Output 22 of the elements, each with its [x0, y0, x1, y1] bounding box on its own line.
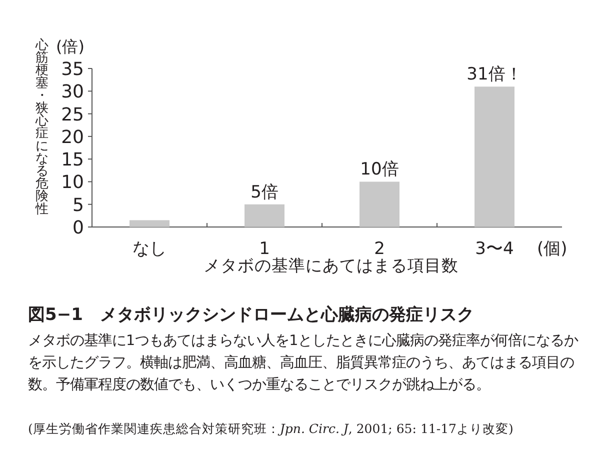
- ytick: 25: [61, 104, 84, 126]
- value-label: 10倍: [360, 160, 399, 180]
- ytick: 10: [61, 172, 84, 194]
- xtick: 1: [259, 239, 270, 259]
- ytick: 35: [61, 59, 84, 80]
- xlabel: メタボの基準にあてはまる項目数: [204, 256, 458, 275]
- ytick: 30: [61, 82, 84, 103]
- text: 図5−1 メタボリックシンドロームと心臓病の発症リスク: [28, 304, 474, 326]
- ylabel: 心筋梗塞・狭心症になる危険性: [36, 38, 48, 217]
- text: (厚生労働省作業関連疾患総合対策研究班：Jpn. Circ. J, 2001; 65: 11-17より改変): [28, 421, 514, 438]
- value-label: 5倍: [250, 182, 278, 202]
- annotation: (倍): [56, 37, 84, 56]
- ytick: 0: [72, 218, 84, 238]
- ytick: 5: [72, 194, 84, 216]
- text: メタボの基準に1つもあてはまらない人を1としたときに心臓病の発症率が何倍になるかを示したグラフ。横軸は肥満、高血糖、高血圧、脂質異常症のうち、あてはまる項目の数。予備軍程度の数値でも、いくつか重なることでリスクが跳ね上がる。: [28, 332, 580, 395]
- ytick: 15: [61, 150, 84, 171]
- ytick: 20: [61, 126, 84, 148]
- value-label: 31倍！: [466, 64, 522, 85]
- xtick: 2: [374, 239, 385, 259]
- xtick: 3〜4: [475, 239, 514, 259]
- annotation: (個): [537, 239, 568, 259]
- xtick: なし: [132, 239, 166, 259]
